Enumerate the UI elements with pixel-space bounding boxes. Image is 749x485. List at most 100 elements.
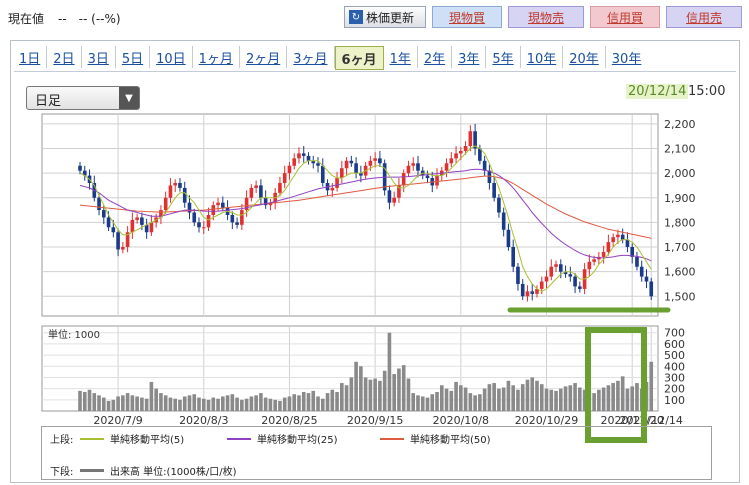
candle-body [149,222,154,233]
tab-15[interactable]: 30年 [611,51,642,67]
cash-sell-button[interactable]: 現物売 [508,6,584,28]
candle-body [282,173,287,183]
candle-body [473,131,477,149]
candle-body [221,202,225,208]
tab-12[interactable]: 5年 [486,46,521,68]
volume-bar [482,388,487,411]
volume-bar [340,383,344,411]
volume-bar [425,397,430,411]
price-tick-label: 2,200 [664,118,696,131]
tab-14[interactable]: 20年 [563,46,606,68]
price-tick-label: 1,500 [664,290,696,303]
volume-bar [221,396,225,411]
volume-bar [325,393,330,411]
candle-body [182,187,187,203]
volume-bar [516,389,520,411]
candle-body [573,276,577,287]
candle-body [482,160,487,171]
volume-bar [416,395,420,411]
candle-body [330,187,335,191]
candle-body [487,170,492,183]
candle-body [192,212,197,223]
candle-body [463,146,468,151]
candle-body [254,185,258,188]
tab-6[interactable]: 2ヶ月 [240,46,288,68]
volume-bar [530,377,535,411]
candle-body [373,158,377,161]
candle-body [511,247,515,267]
candle-body [539,281,544,289]
legend-ma25-text: 単純移動平均(25) [257,435,338,446]
candle-body [601,251,606,257]
candle-body [263,197,268,206]
candle-body [449,158,454,164]
volume-bar [168,397,173,411]
tab-10[interactable]: 2年 [418,46,453,68]
volume-bar [225,395,230,411]
candle-body [535,288,539,294]
margin-buy-button[interactable]: 信用買 [590,6,660,28]
tab-1[interactable]: 2日 [47,46,82,68]
chart-legend: 上段: 単純移動平均(5) 単純移動平均(25) 単純移動平均(50) 下段: … [41,426,712,480]
volume-bar [282,397,287,411]
candle-body [625,239,630,248]
tab-2[interactable]: 3日 [82,46,116,68]
volume-bar [240,399,244,411]
legend-lower-text: 下段: [50,467,74,478]
candle-body [520,283,525,297]
tab-8[interactable]: 6ヶ月 [334,46,384,70]
candle-body [506,229,511,248]
margin-sell-button[interactable]: 信用売 [666,6,742,28]
volume-bar [82,391,87,411]
candle-body [478,148,482,161]
tab-4[interactable]: 10日 [150,46,193,68]
candle-body [635,256,639,267]
x-tick-label: 2020/10/8 [433,414,489,427]
volume-bar [97,395,101,411]
interval-select[interactable]: 日足 ▼ [26,86,140,110]
volume-bar [140,397,144,411]
tab-5[interactable]: 1ヶ月 [193,46,240,68]
volume-bar [244,398,249,411]
tab-3[interactable]: 5日 [116,46,151,68]
volume-bar [411,393,416,411]
candle-body [278,182,282,193]
candle-body [135,217,139,220]
tab-9[interactable]: 1年 [384,46,418,68]
candle-body [644,276,649,282]
volume-bar [535,380,539,411]
candle-body [392,197,396,203]
volume-bar [230,394,235,411]
volume-bar [92,393,97,411]
update-price-button[interactable]: ↻ 株価更新 [344,6,426,28]
candle-body [563,271,568,275]
price-tick-label: 2,000 [664,167,696,180]
candle-body [249,187,254,198]
volume-bar [363,377,368,411]
volume-bar [454,381,458,411]
tab-11[interactable]: 3年 [452,46,487,68]
refresh-icon: ↻ [349,10,363,24]
candle-body [163,197,168,211]
candle-body [578,286,582,289]
volume-tick-label: 100 [664,394,685,407]
ma5-line [79,145,652,292]
volume-bar [459,385,463,411]
volume-bar [582,389,587,411]
tab-0[interactable]: 1日 [13,46,48,68]
volume-bar [87,389,92,411]
volume-bar [616,380,620,411]
tab-13[interactable]: 10年 [521,46,564,68]
volume-bar [568,385,573,411]
volume-bar [163,395,168,411]
tab-7[interactable]: 3ヶ月 [287,46,335,68]
candle-body [620,234,625,240]
price-tick-label: 1,900 [664,192,696,205]
volume-unit-title: 単位: 1000 [48,328,100,341]
volume-bar [630,386,635,411]
cash-buy-button[interactable]: 現物買 [432,6,502,28]
volume-bar [278,400,282,411]
volume-bar [125,393,130,411]
volume-bar [187,395,192,411]
volume-bar [216,398,220,411]
